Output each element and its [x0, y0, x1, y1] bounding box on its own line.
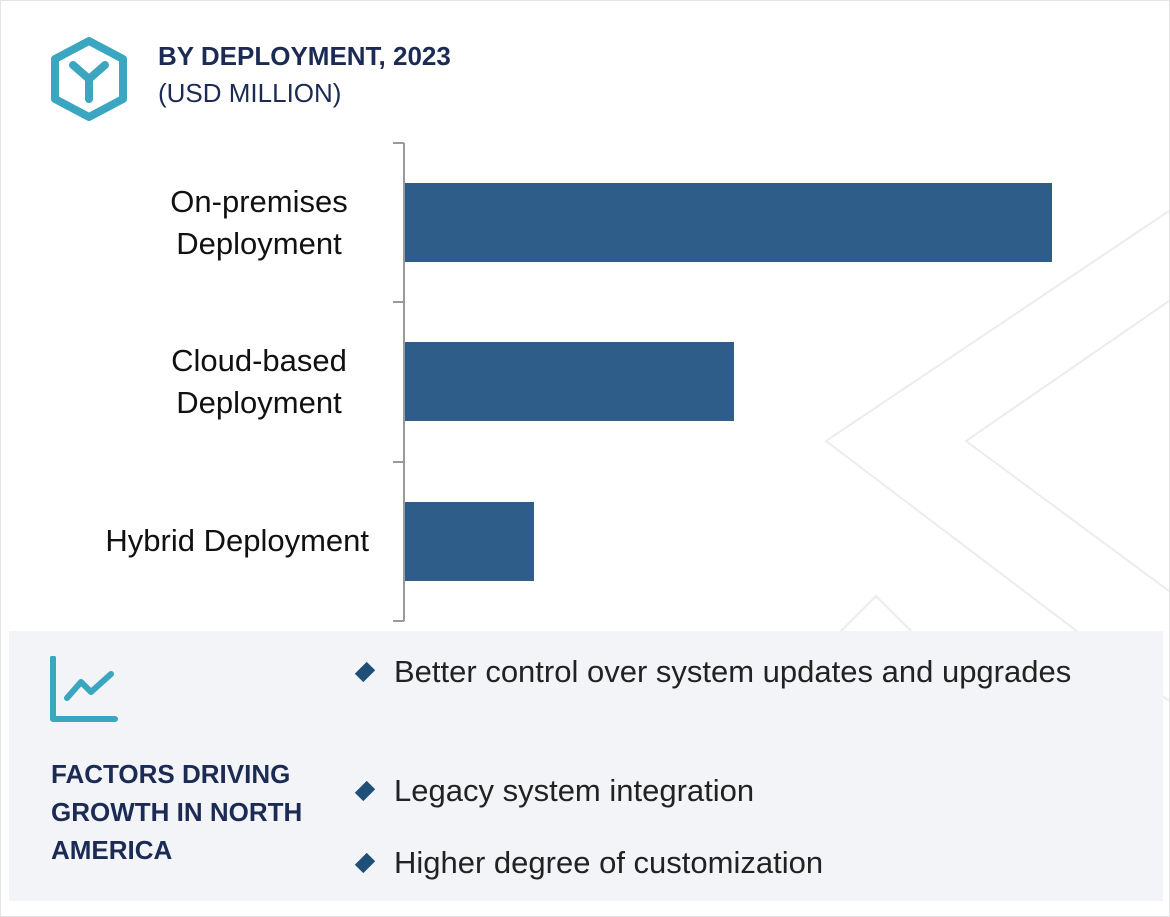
bullet-text: Higher degree of customization	[394, 845, 824, 880]
category-label-box: On-premises Deployment	[49, 181, 369, 265]
category-label: On-premises Deployment	[170, 183, 348, 261]
category-label-box: Cloud-based Deployment	[49, 340, 369, 424]
panel-heading: FACTORS DRIVING GROWTH IN NORTH AMERICA	[51, 759, 303, 865]
bar	[405, 342, 734, 422]
bar	[405, 183, 1052, 263]
bullet-text: Legacy system integration	[394, 773, 755, 808]
chart-title: BY DEPLOYMENT, 2023	[158, 41, 451, 71]
growth-icon	[50, 656, 118, 722]
chart-subtitle: (USD MILLION)	[158, 78, 342, 108]
category-label-box: Hybrid Deployment	[49, 520, 369, 562]
bar	[405, 501, 534, 581]
category-label: Hybrid Deployment	[105, 523, 369, 559]
category-label: Cloud-based Deployment	[171, 342, 347, 420]
bullet-text: Better control over system updates and u…	[394, 654, 1072, 689]
factors-panel	[9, 631, 1163, 901]
